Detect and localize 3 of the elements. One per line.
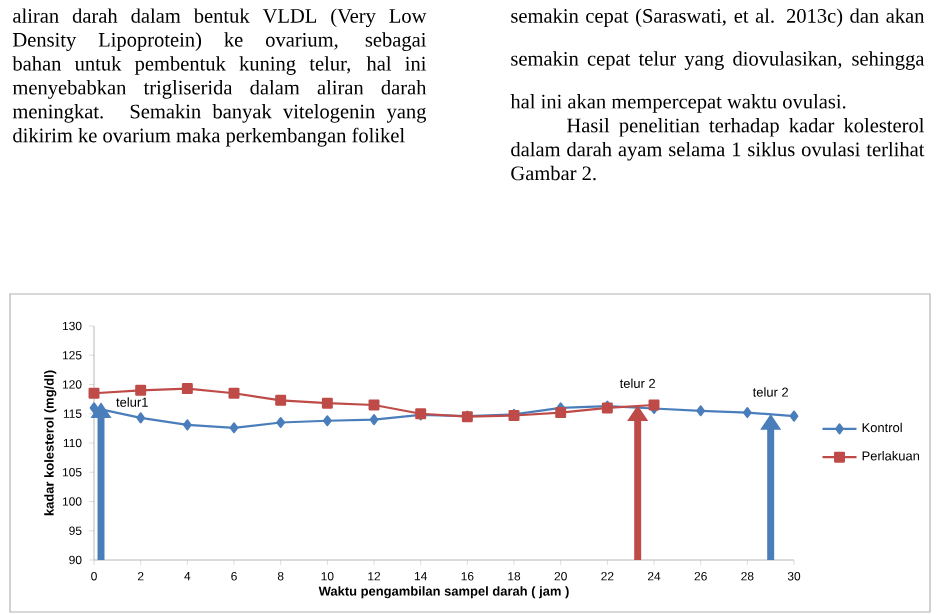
text: semakin cepat (Saraswati, et al. 2013c) dan akan semakin cepat telur yang diovulasikan, sehingga hal ini akan mempercepat waktu ovulasi. [510,8,925,113]
text: Hasil penelitian terhadap kadar kolesterol dalam darah ayam selama 1 siklus ovulasi terlihat Gambar 2. [511,117,925,181]
text: aliran darah dalam bentuk VLDL (Very Low Density Lipoprotein) ke ovarium, sebagai bahan untuk pembentuk kuning telur, hal ini menyebabkan trigliserida dalam aliran darah meningkat. Semakin banyak vitelogenin yang dikirim ke ovarium maka perkembangan folikel [12,8,427,147]
